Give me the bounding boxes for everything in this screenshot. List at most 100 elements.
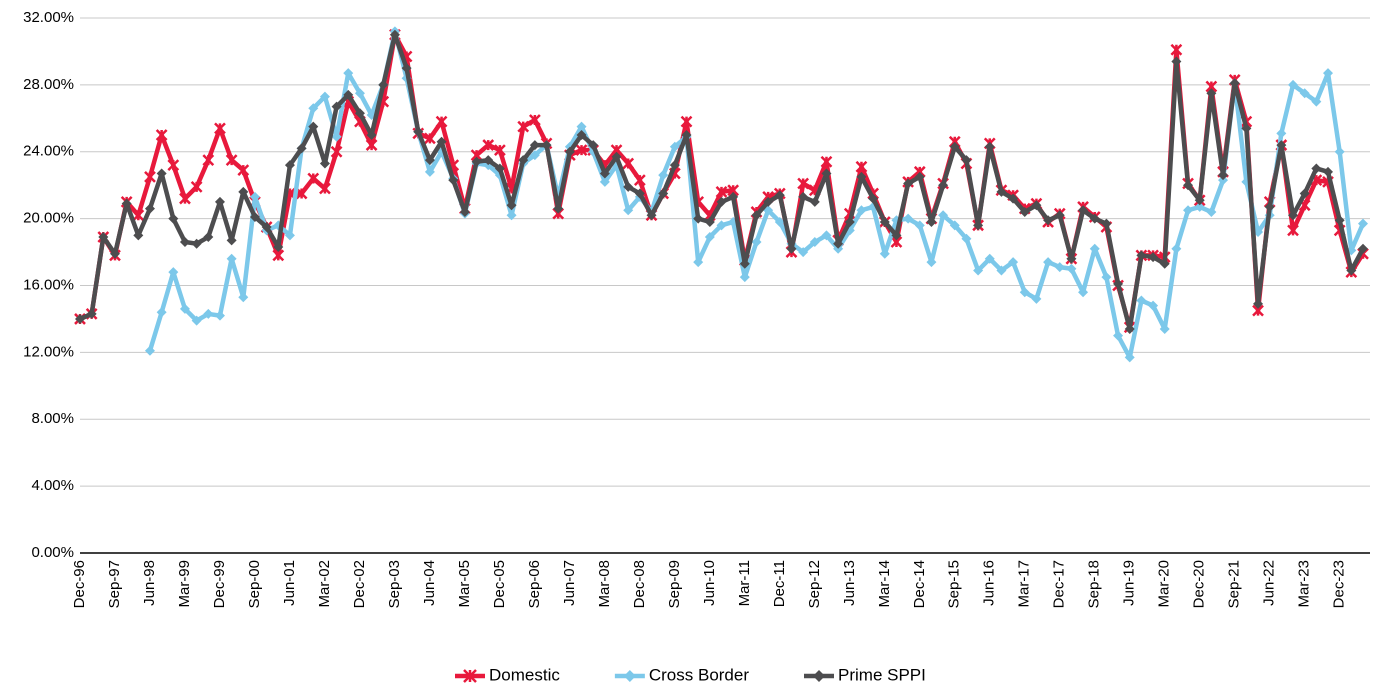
marker bbox=[669, 160, 680, 171]
marker bbox=[272, 249, 285, 262]
x-tick-label: Jun-01 bbox=[281, 560, 298, 606]
marker bbox=[1206, 206, 1217, 217]
marker bbox=[693, 257, 704, 268]
marker bbox=[984, 253, 995, 264]
marker bbox=[1124, 323, 1135, 334]
marker bbox=[739, 272, 750, 283]
marker bbox=[284, 230, 295, 241]
marker bbox=[401, 63, 412, 74]
marker bbox=[261, 221, 272, 232]
marker bbox=[1194, 201, 1205, 212]
marker bbox=[786, 243, 797, 254]
marker bbox=[517, 120, 530, 133]
marker bbox=[1008, 193, 1019, 204]
marker bbox=[1183, 205, 1194, 216]
marker bbox=[1323, 166, 1334, 177]
marker bbox=[1136, 295, 1147, 306]
marker bbox=[728, 191, 739, 202]
marker bbox=[109, 248, 120, 259]
marker bbox=[156, 307, 167, 318]
y-tick-label: 24.00% bbox=[23, 143, 74, 160]
marker bbox=[1148, 252, 1159, 263]
marker bbox=[658, 188, 669, 199]
marker bbox=[855, 160, 868, 173]
x-tick-label: Jun-13 bbox=[841, 560, 858, 606]
marker bbox=[1008, 257, 1019, 268]
marker bbox=[156, 168, 167, 179]
marker bbox=[715, 185, 728, 198]
x-tick-label: Mar-23 bbox=[1296, 560, 1313, 608]
x-tick-label: Dec-17 bbox=[1051, 560, 1068, 608]
x-tick-label: Mar-11 bbox=[736, 560, 753, 606]
marker bbox=[424, 132, 436, 145]
marker bbox=[938, 180, 949, 191]
x-tick-label: Sep-15 bbox=[946, 560, 963, 608]
marker bbox=[763, 196, 774, 207]
x-tick-label: Mar-20 bbox=[1156, 560, 1173, 608]
marker bbox=[716, 220, 727, 231]
marker bbox=[926, 216, 937, 227]
marker bbox=[284, 160, 295, 171]
marker bbox=[961, 233, 972, 244]
marker bbox=[926, 257, 937, 268]
marker bbox=[121, 198, 132, 209]
marker bbox=[308, 103, 319, 114]
marker bbox=[483, 155, 494, 166]
marker bbox=[482, 139, 495, 151]
marker bbox=[938, 210, 949, 221]
marker bbox=[1089, 243, 1100, 254]
marker bbox=[1148, 300, 1159, 311]
marker bbox=[1276, 140, 1287, 151]
marker bbox=[459, 206, 470, 217]
y-tick-label: 28.00% bbox=[23, 76, 74, 93]
marker bbox=[237, 164, 250, 177]
marker bbox=[1183, 180, 1194, 191]
marker bbox=[295, 187, 308, 200]
marker bbox=[366, 130, 377, 141]
marker bbox=[1113, 330, 1124, 341]
marker bbox=[1054, 262, 1065, 273]
marker bbox=[506, 200, 517, 211]
marker bbox=[1299, 88, 1310, 99]
marker bbox=[553, 203, 564, 214]
marker bbox=[168, 213, 179, 224]
marker bbox=[319, 182, 331, 195]
marker bbox=[798, 191, 809, 202]
marker bbox=[1218, 175, 1229, 186]
marker bbox=[704, 232, 715, 243]
marker bbox=[1358, 243, 1368, 254]
marker bbox=[155, 129, 168, 141]
marker bbox=[225, 154, 238, 166]
marker bbox=[774, 216, 785, 227]
marker bbox=[588, 140, 599, 151]
x-tick-label: Jun-22 bbox=[1261, 560, 1278, 606]
marker bbox=[202, 154, 215, 166]
marker bbox=[249, 211, 260, 222]
marker bbox=[1311, 96, 1322, 107]
marker bbox=[1089, 213, 1100, 224]
marker bbox=[1229, 78, 1240, 89]
marker bbox=[1031, 200, 1042, 211]
marker bbox=[1066, 253, 1077, 264]
legend-label: Prime SPPI bbox=[838, 665, 926, 684]
marker bbox=[331, 101, 342, 112]
marker bbox=[144, 203, 155, 214]
marker bbox=[681, 130, 692, 141]
marker bbox=[1019, 287, 1030, 298]
marker bbox=[307, 172, 320, 185]
x-tick-label: Dec-08 bbox=[631, 560, 648, 608]
marker bbox=[273, 242, 284, 253]
marker bbox=[494, 163, 505, 174]
x-tick-label: Sep-09 bbox=[666, 560, 683, 608]
marker bbox=[576, 130, 587, 141]
marker bbox=[1218, 170, 1229, 181]
marker bbox=[856, 205, 867, 216]
x-tick-label: Dec-11 bbox=[771, 560, 788, 607]
marker bbox=[949, 220, 960, 231]
x-tick-label: Sep-12 bbox=[806, 560, 823, 608]
x-tick-label: Sep-06 bbox=[526, 560, 543, 608]
marker bbox=[751, 237, 762, 248]
marker bbox=[1171, 56, 1182, 67]
marker bbox=[575, 144, 588, 156]
marker bbox=[463, 669, 477, 683]
